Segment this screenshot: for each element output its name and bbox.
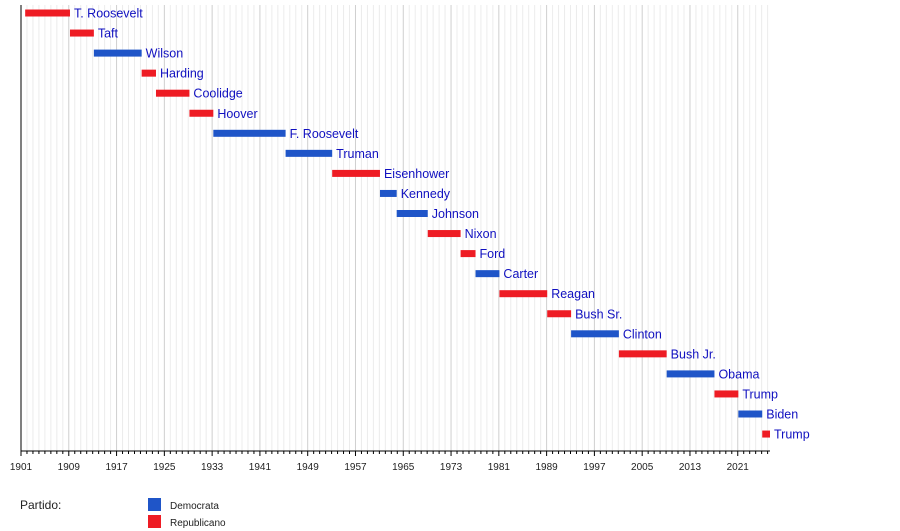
x-tick-label: 1933 <box>201 462 224 473</box>
term-bar <box>714 390 739 398</box>
legend-title: Partido: <box>20 498 61 512</box>
x-tick-label: 2021 <box>727 462 750 473</box>
president-label: Truman <box>336 147 379 161</box>
president-label: Hoover <box>217 107 257 121</box>
president-label: F. Roosevelt <box>290 127 359 141</box>
term-bar <box>141 69 156 77</box>
president-label: T. Roosevelt <box>74 7 143 21</box>
grid <box>26 5 769 451</box>
x-tick-label: 1989 <box>535 462 558 473</box>
term-bar <box>427 230 461 238</box>
term-bar <box>547 310 572 318</box>
x-tick-label: 2013 <box>679 462 702 473</box>
president-label: Johnson <box>432 207 479 221</box>
president-label: Coolidge <box>193 87 242 101</box>
legend: Partido: Democrata Republicano <box>20 498 226 529</box>
term-bar <box>475 270 500 278</box>
x-tick-label: 1925 <box>153 462 176 473</box>
term-bar <box>738 410 763 418</box>
president-label: Obama <box>718 367 759 381</box>
x-tick-label: 1957 <box>344 462 367 473</box>
president-label: Wilson <box>146 47 184 61</box>
term-bar <box>396 210 428 217</box>
x-tick-label: 1901 <box>10 462 33 473</box>
president-label: Bush Jr. <box>671 347 716 361</box>
president-label: Reagan <box>551 287 595 301</box>
legend-label-republicano: Republicano <box>170 518 226 529</box>
president-label: Ford <box>480 247 506 261</box>
term-bar <box>155 89 190 97</box>
legend-swatch-republicano <box>148 515 161 528</box>
term-bar <box>460 250 476 258</box>
legend-swatch-democrata <box>148 498 161 511</box>
president-label: Clinton <box>623 327 662 341</box>
term-bar <box>571 330 619 338</box>
x-axis: 1901 1909 1917 1925 1933 1941 1949 1957 1965 1973… <box>10 5 770 473</box>
term-bar <box>666 370 715 378</box>
x-tick-label: 1981 <box>488 462 511 473</box>
term-bar <box>69 29 94 37</box>
bars: T. Roosevelt Taft Wilson Harding Coolidge Hoo… <box>25 7 810 442</box>
term-bar <box>762 430 770 438</box>
term-bar <box>189 109 214 117</box>
president-label: Bush Sr. <box>575 307 622 321</box>
president-label: Nixon <box>465 227 497 241</box>
x-tick-label: 1909 <box>58 462 81 473</box>
term-bar <box>332 169 380 177</box>
term-bar <box>618 350 667 358</box>
president-label: Trump <box>742 387 778 401</box>
president-label: Trump <box>774 428 810 442</box>
president-label: Eisenhower <box>384 167 449 181</box>
x-tick-label: 1949 <box>297 462 320 473</box>
x-tick-label: 1917 <box>105 462 128 473</box>
president-label: Taft <box>98 27 119 41</box>
term-bar <box>213 129 286 137</box>
x-tick-label: 2005 <box>631 462 654 473</box>
legend-label-democrata: Democrata <box>170 501 219 512</box>
term-bar <box>499 290 548 298</box>
term-bar <box>379 189 397 197</box>
term-bar <box>25 9 70 17</box>
x-tick-label: 1965 <box>392 462 415 473</box>
term-bar <box>93 49 142 57</box>
term-bar <box>285 149 333 157</box>
x-tick-label: 1997 <box>583 462 606 473</box>
x-tick-label: 1941 <box>249 462 272 473</box>
president-label: Carter <box>503 267 538 281</box>
x-tick-label: 1973 <box>440 462 463 473</box>
president-label: Biden <box>766 408 798 422</box>
president-label: Harding <box>160 67 204 81</box>
president-label: Kennedy <box>401 187 451 201</box>
